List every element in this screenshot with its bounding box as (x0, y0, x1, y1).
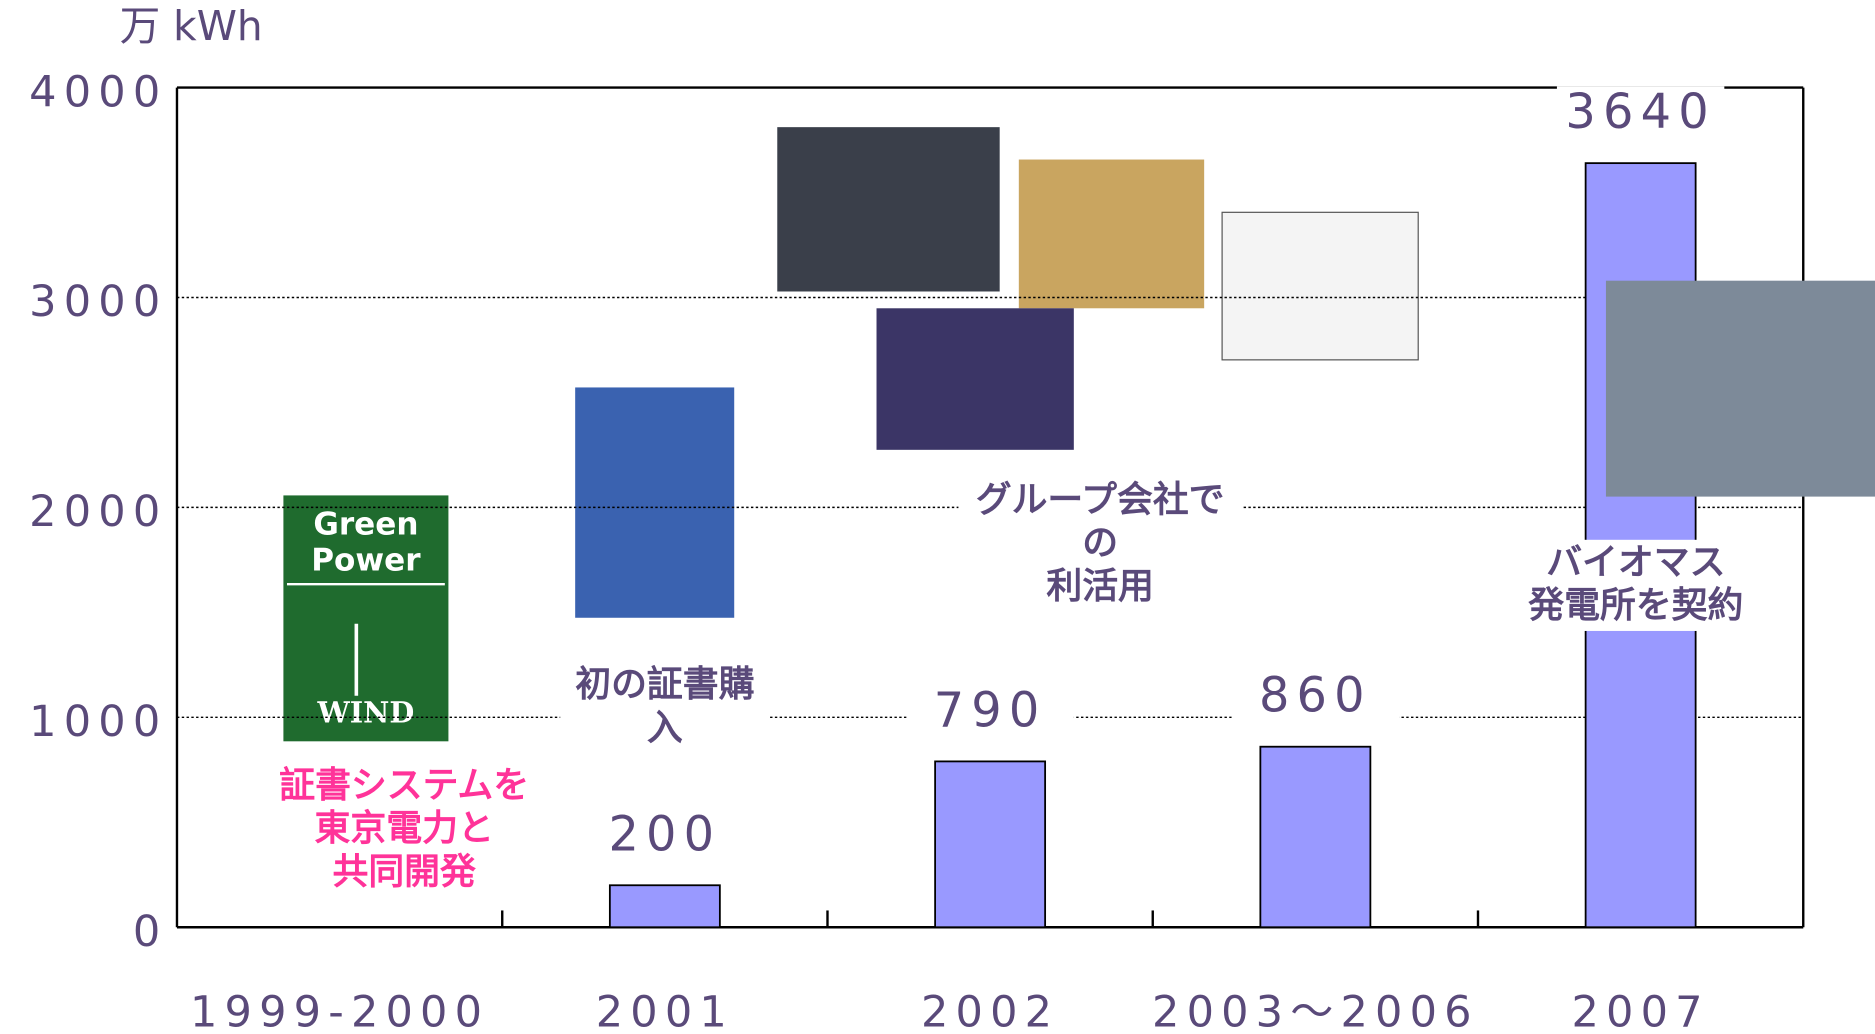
photo (877, 308, 1074, 450)
annotation: グループ会社で (976, 479, 1225, 520)
y-tick-label: 4000 (29, 67, 167, 117)
logo-text: Green (313, 506, 418, 542)
x-tick-label: 2003～2006 (1152, 987, 1479, 1034)
photo (1606, 281, 1875, 497)
bar (935, 761, 1045, 927)
x-tick-label: 1999-2000 (190, 987, 489, 1034)
x-tick-label: 2001 (596, 987, 734, 1034)
chart: 万 kWh GreenPower WIND 0 1000 2000 3000 4000 19… (0, 0, 1875, 1034)
page: {"chart_data": {"type": "bar", "y_axis_l… (0, 0, 1875, 1034)
logo-text: WIND (317, 695, 415, 729)
annotation: 初の証書購 (575, 664, 754, 705)
bar (610, 885, 720, 927)
annotation: バイオマス (1546, 542, 1725, 583)
y-tick-label: 3000 (29, 277, 167, 327)
y-tick-label: 2000 (29, 487, 167, 537)
value-label: 3640 (1565, 85, 1715, 140)
value-label: 200 (608, 807, 721, 862)
y-tick-label: 1000 (29, 697, 167, 747)
value-label: 790 (934, 683, 1047, 738)
annotation: 東京電力と (315, 807, 494, 849)
annotation: の (1082, 523, 1118, 564)
photo (1222, 212, 1418, 360)
annotation: 発電所を契約 (1528, 585, 1743, 626)
annotation: 共同開発 (332, 851, 475, 892)
x-tick-label: 2002 (921, 987, 1059, 1034)
annotation: 証書システムを (279, 765, 529, 806)
photo (1019, 160, 1204, 309)
x-tick-label: 2007 (1571, 987, 1709, 1034)
annotation: 利活用 (1046, 566, 1154, 607)
photo (777, 127, 999, 291)
y-tick-label: 0 (133, 907, 168, 957)
photo (575, 387, 734, 617)
bar (1260, 747, 1370, 928)
value-label: 860 (1259, 669, 1372, 724)
y-axis-label: 万 kWh (120, 2, 263, 50)
logo-text: Power (311, 542, 421, 578)
annotation: 入 (647, 707, 683, 748)
